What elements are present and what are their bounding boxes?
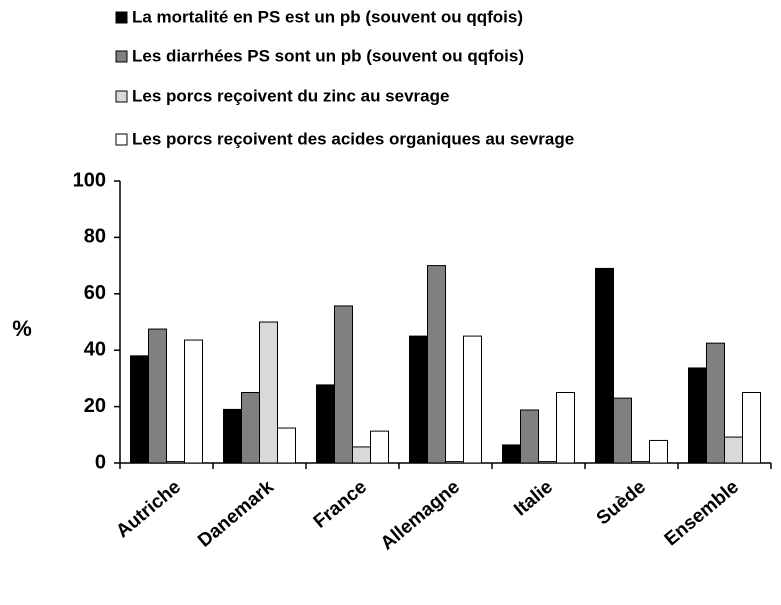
y-tick-label: 100 bbox=[73, 169, 106, 191]
bar bbox=[352, 446, 371, 464]
y-tick-label: 80 bbox=[84, 226, 106, 248]
bar bbox=[277, 427, 296, 464]
bar bbox=[556, 392, 575, 464]
bar bbox=[649, 439, 668, 464]
y-tick-label: 60 bbox=[84, 282, 106, 304]
bar bbox=[463, 335, 482, 464]
bar bbox=[520, 409, 539, 464]
bar bbox=[241, 392, 260, 464]
bar bbox=[427, 265, 446, 464]
legend-label: La mortalité en PS est un pb (souvent ou… bbox=[132, 7, 523, 26]
bar bbox=[370, 430, 389, 464]
bar bbox=[538, 461, 557, 464]
bar bbox=[223, 408, 242, 464]
legend-label: Les porcs reçoivent des acides organique… bbox=[132, 129, 574, 148]
x-tick-label: Italie bbox=[510, 477, 557, 521]
x-tick-label: Suède bbox=[593, 477, 650, 530]
bar bbox=[595, 267, 614, 464]
y-tick-label: 40 bbox=[84, 338, 106, 360]
bar bbox=[166, 461, 185, 464]
bar bbox=[445, 461, 464, 464]
bar bbox=[724, 436, 743, 464]
bar bbox=[613, 397, 632, 464]
bar bbox=[742, 392, 761, 464]
bar bbox=[688, 367, 707, 464]
y-axis-label: % bbox=[12, 316, 32, 341]
legend-swatch bbox=[115, 133, 128, 146]
bar bbox=[409, 335, 428, 464]
x-tick-label: Ensemble bbox=[661, 477, 743, 551]
x-tick-label: Danemark bbox=[194, 476, 278, 551]
legend-label: Les porcs reçoivent du zinc au sevrage bbox=[132, 86, 449, 105]
legend-label: Les diarrhées PS sont un pb (souvent ou … bbox=[132, 46, 524, 65]
y-tick-label: 20 bbox=[84, 395, 106, 417]
bar bbox=[259, 321, 278, 464]
x-tick-label: Allemagne bbox=[377, 477, 464, 555]
bar bbox=[502, 444, 521, 464]
bar bbox=[148, 328, 167, 464]
bar bbox=[631, 461, 650, 464]
legend-swatch bbox=[115, 11, 128, 24]
x-tick-label: Autriche bbox=[112, 477, 185, 543]
bar bbox=[184, 339, 203, 464]
y-tick-label: 0 bbox=[95, 451, 106, 473]
bar bbox=[334, 305, 353, 464]
bar bbox=[316, 384, 335, 464]
legend-swatch bbox=[115, 50, 128, 63]
legend-swatch bbox=[115, 90, 128, 103]
x-tick-label: France bbox=[310, 477, 371, 533]
bar bbox=[706, 342, 725, 464]
bar bbox=[130, 355, 149, 464]
